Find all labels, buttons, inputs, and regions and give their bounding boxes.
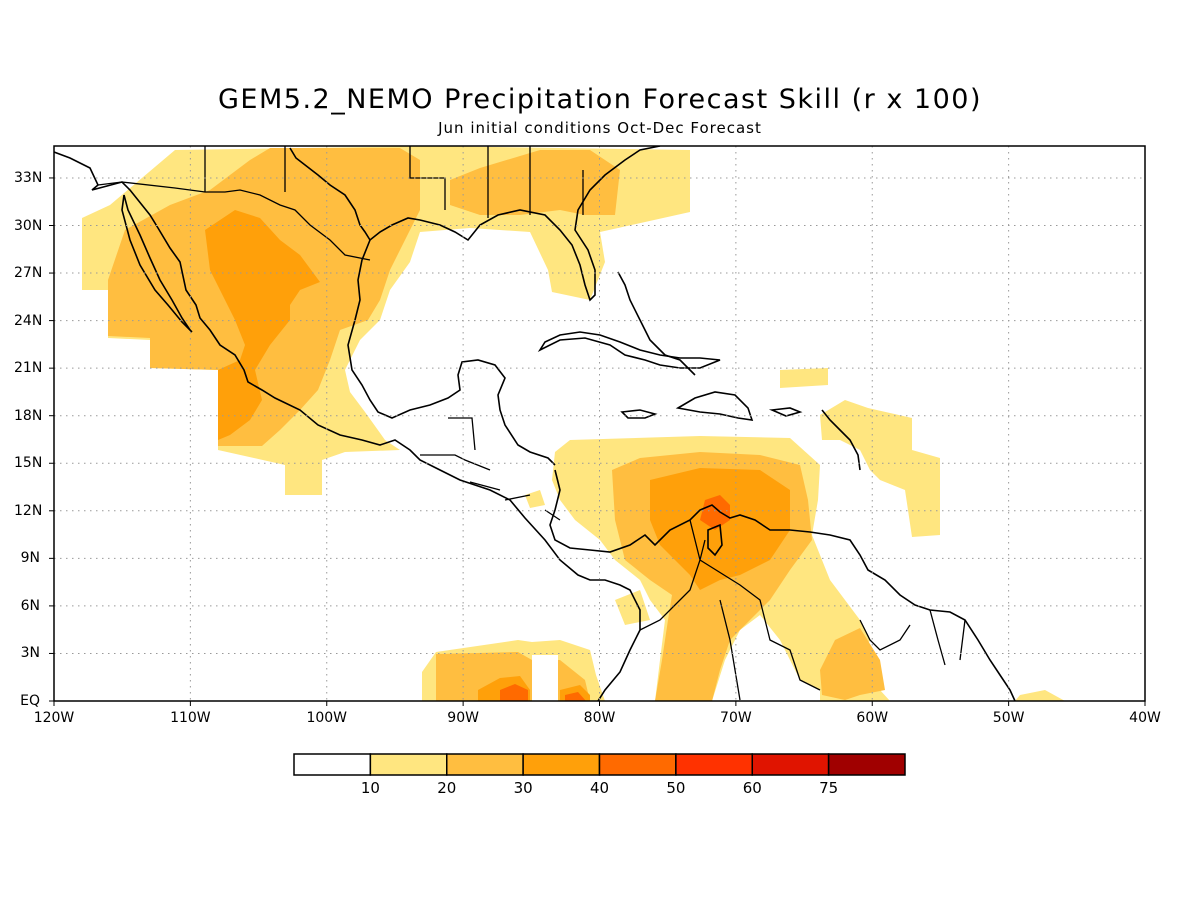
colorbar-segment (751, 753, 830, 776)
lon-tick-label: 40W (1129, 710, 1161, 726)
colorbar-label: 40 (589, 779, 610, 797)
grid-lines (54, 146, 1145, 701)
lat-tick-label: 30N (14, 217, 43, 234)
south-america-north-coast (549, 469, 1016, 701)
lon-tick-label: 90W (447, 710, 479, 726)
skill-gap (532, 655, 558, 701)
pacific-coastline (54, 151, 641, 701)
colorbar-label: 50 (666, 779, 686, 797)
colorbar-segment (675, 753, 753, 776)
lat-tick-label: 9N (20, 550, 40, 567)
lat-tick-label: EQ (20, 693, 40, 709)
cuba-coastline (537, 331, 721, 369)
lake-maracaibo (707, 523, 723, 557)
skill-region-eq-max-2 (565, 692, 586, 701)
skill-region-panama-west (525, 490, 545, 508)
lesser-antilles-chain (821, 409, 861, 471)
colorbar-label: 30 (513, 779, 533, 797)
gulf-of-mexico-west-coast (347, 239, 556, 466)
skill-region-lesser-antilles (820, 400, 940, 537)
skill-region-mexico-west (205, 210, 320, 440)
bahamas-chain (617, 271, 696, 376)
lat-tick-label: 21N (14, 360, 43, 377)
lon-tick-label: 100W (306, 710, 348, 726)
hispaniola-coastline (675, 391, 754, 421)
skill-region-venezuela-max (700, 495, 730, 530)
lon-tick-label: 70W (720, 710, 752, 726)
colorbar-segment (293, 753, 372, 776)
colorbar (293, 753, 906, 776)
baja-east-coast (123, 194, 191, 331)
skill-shading (82, 146, 1065, 701)
axis-ticks (49, 177, 1146, 706)
lat-tick-label: 24N (14, 312, 43, 329)
lat-tick-label: 33N (14, 169, 43, 186)
skill-region-colombia-west (615, 590, 650, 625)
skill-region-guyana (820, 628, 885, 700)
lon-tick-label: 120W (33, 710, 75, 726)
colorbar-segment (446, 753, 524, 776)
colombia-venezuela-borders (639, 519, 821, 701)
colorbar-label: 10 (360, 779, 380, 797)
colorbar-segment (369, 753, 448, 776)
lat-tick-label: 27N (14, 265, 43, 282)
central-america-borders (420, 417, 561, 521)
skill-band-40-50 (500, 495, 730, 701)
skill-region-eq-max-1 (500, 684, 528, 701)
colorbar-segment (598, 753, 677, 776)
us-mexico-border (97, 181, 371, 261)
coastlines (54, 146, 1016, 701)
skill-region-brazil-coast (1015, 690, 1065, 701)
baja-west-coast (121, 194, 193, 333)
colorbar-label: 20 (437, 779, 457, 797)
map-title: GEM5.2_NEMO Precipitation Forecast Skill… (218, 84, 982, 115)
skill-region-hispaniola-east (780, 368, 828, 388)
map-subtitle: Jun initial conditions Oct-Dec Forecast (438, 119, 762, 137)
lon-tick-label: 60W (856, 710, 889, 726)
lat-tick-label: 3N (20, 645, 40, 662)
lat-tick-label: 12N (14, 502, 43, 519)
lon-tick-label: 50W (992, 710, 1025, 726)
jamaica-coastline (620, 409, 658, 419)
lon-tick-label: 80W (583, 710, 616, 726)
skill-region-us-southeast (450, 150, 620, 215)
us-gulf-coastline (289, 146, 661, 302)
colorbar-label: 75 (819, 779, 839, 797)
colorbar-label: 60 (742, 779, 762, 797)
lat-tick-label: 6N (20, 597, 40, 614)
lat-tick-label: 18N (14, 407, 43, 424)
lon-tick-label: 110W (170, 710, 211, 726)
colorbar-segment (522, 753, 601, 776)
colorbar-segment (827, 753, 906, 776)
puerto-rico-coastline (768, 407, 803, 417)
lat-tick-label: 15N (14, 455, 43, 472)
